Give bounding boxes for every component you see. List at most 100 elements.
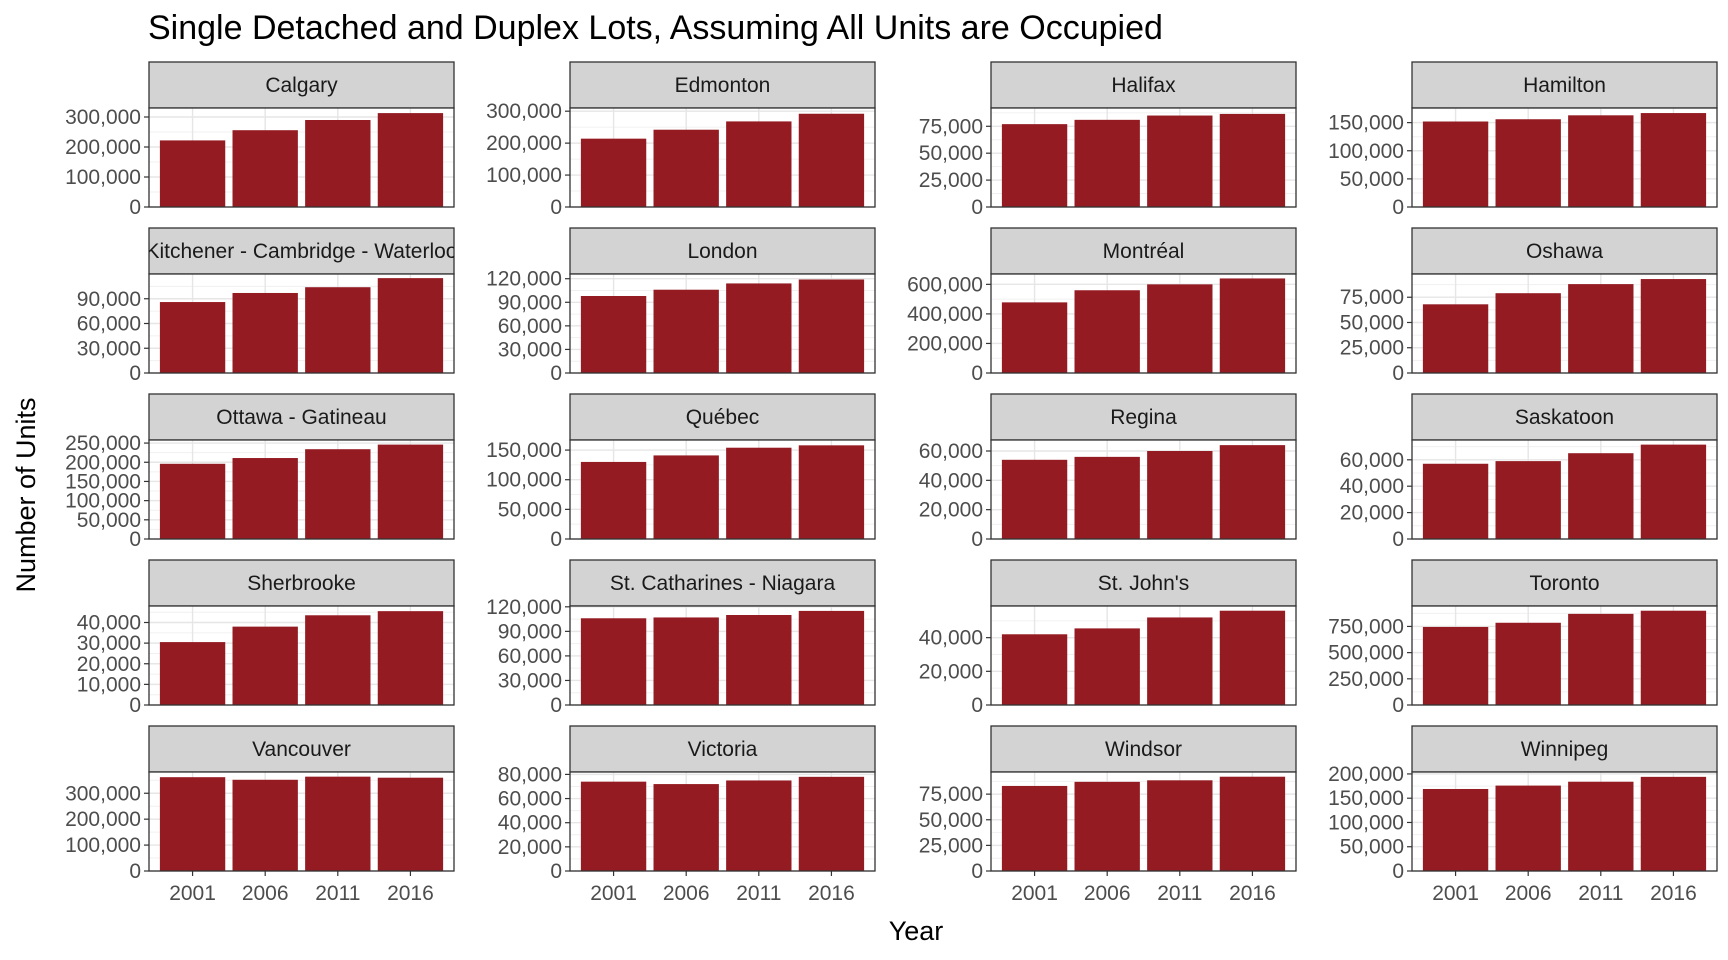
bar-saskatoon-2016 — [1640, 444, 1707, 539]
y-tick-label: 40,000 — [1340, 475, 1404, 498]
bar-kitchener-cambridge-waterloo-2006 — [232, 292, 298, 373]
x-tick-label: 2006 — [1084, 882, 1131, 905]
y-tick-label: 0 — [1392, 694, 1404, 717]
facet-strip — [569, 227, 876, 275]
x-tick-label: 2016 — [1229, 882, 1276, 905]
y-tick-label: 50,000 — [1340, 836, 1404, 859]
bar-st-john-s-2011 — [1147, 617, 1213, 705]
y-tick-label: 200,000 — [65, 451, 141, 474]
bar-halifax-2006 — [1074, 119, 1140, 207]
bar-ottawa-gatineau-2011 — [305, 449, 371, 539]
bar-regina-2001 — [1001, 459, 1068, 539]
panel-border — [569, 273, 876, 374]
facet-strip — [148, 559, 455, 607]
panel-st-john-s: St. John's 0 20,000 40,000 — [919, 559, 1297, 717]
facet-label: St. Catharines - Niagara — [610, 572, 836, 595]
bar-halifax-2011 — [1147, 115, 1213, 207]
bar-ottawa-gatineau-2016 — [377, 444, 444, 539]
bar-saskatoon-2001 — [1422, 463, 1489, 539]
y-tick-label: 100,000 — [65, 166, 141, 189]
panel-vancouver: Vancouver 0 100,000 200,000 300,000 2001 2006 2… — [65, 725, 455, 905]
bar-halifax-2001 — [1001, 124, 1068, 207]
panel-edmonton: Edmonton 0 100,000 200,000 300,000 — [486, 61, 876, 219]
facet-label: Sherbrooke — [247, 572, 356, 595]
bar-sherbrooke-2001 — [159, 642, 226, 705]
bar-st-catharines-niagara-2006 — [653, 617, 719, 705]
y-tick-label: 120,000 — [486, 268, 562, 291]
bar-sherbrooke-2011 — [305, 615, 371, 705]
bar-st-catharines-niagara-2011 — [726, 615, 792, 705]
y-tick-label: 250,000 — [1328, 668, 1404, 691]
y-tick-label: 80,000 — [498, 763, 562, 786]
bar-london-2006 — [653, 289, 719, 373]
y-tick-label: 0 — [129, 860, 141, 883]
bar-quebec-2006 — [653, 455, 719, 539]
facet-strip — [1411, 559, 1718, 607]
bar-sherbrooke-2006 — [232, 626, 298, 705]
bar-toronto-2001 — [1422, 626, 1489, 705]
facet-strip — [990, 725, 1297, 773]
y-tick-label: 30,000 — [498, 669, 562, 692]
panel-toronto: Toronto 0 250,000 500,000 750,000 — [1328, 559, 1718, 717]
bar-kitchener-cambridge-waterloo-2011 — [305, 287, 371, 373]
panel-halifax: Halifax 0 25,000 50,000 75,000 — [919, 61, 1297, 219]
y-tick-label: 0 — [129, 694, 141, 717]
y-tick-label: 0 — [971, 694, 983, 717]
bar-toronto-2016 — [1640, 610, 1707, 705]
bar-halifax-2016 — [1219, 113, 1286, 207]
facet-label: Oshawa — [1526, 240, 1603, 263]
bar-vancouver-2001 — [159, 777, 226, 871]
x-tick-label: 2001 — [1432, 882, 1479, 905]
x-tick-label: 2006 — [242, 882, 289, 905]
bar-sherbrooke-2016 — [377, 611, 444, 705]
y-tick-label: 100,000 — [65, 490, 141, 513]
facet-strip — [1411, 393, 1718, 441]
panel-border — [1411, 439, 1718, 540]
bar-montreal-2006 — [1074, 290, 1140, 373]
facet-label: Halifax — [1111, 74, 1176, 97]
bar-windsor-2001 — [1001, 785, 1068, 871]
y-tick-label: 0 — [550, 694, 562, 717]
facet-strip — [990, 227, 1297, 275]
facet-label: Winnipeg — [1521, 738, 1609, 761]
bar-vancouver-2011 — [305, 776, 371, 871]
x-tick-label: 2001 — [169, 882, 216, 905]
y-tick-label: 60,000 — [919, 440, 983, 463]
y-tick-label: 150,000 — [1328, 787, 1404, 810]
facet-label: Québec — [686, 406, 760, 429]
facet-label: St. John's — [1098, 572, 1190, 595]
y-tick-label: 60,000 — [498, 788, 562, 811]
bar-victoria-2011 — [726, 780, 792, 871]
y-tick-label: 0 — [550, 860, 562, 883]
panel-border — [148, 439, 455, 540]
y-tick-label: 0 — [550, 528, 562, 551]
x-tick-label: 2016 — [808, 882, 855, 905]
facet-label: London — [687, 240, 757, 263]
panel-border — [990, 273, 1297, 374]
bar-london-2001 — [580, 296, 647, 373]
facet-label: Ottawa - Gatineau — [216, 406, 386, 429]
y-tick-label: 0 — [971, 528, 983, 551]
y-tick-label: 50,000 — [1340, 168, 1404, 191]
panel-border — [1411, 771, 1718, 872]
y-tick-label: 40,000 — [498, 812, 562, 835]
bar-quebec-2001 — [580, 461, 647, 539]
bar-calgary-2006 — [232, 130, 298, 207]
y-tick-label: 60,000 — [498, 315, 562, 338]
facet-label: Kitchener - Cambridge - Waterloo — [145, 240, 457, 263]
y-tick-label: 20,000 — [919, 499, 983, 522]
panel-border — [569, 439, 876, 540]
bar-ottawa-gatineau-2006 — [232, 458, 298, 539]
y-tick-label: 200,000 — [486, 132, 562, 155]
facet-label: Vancouver — [252, 738, 351, 761]
y-tick-label: 50,000 — [919, 809, 983, 832]
facet-strip — [990, 559, 1297, 607]
bar-kitchener-cambridge-waterloo-2016 — [377, 278, 444, 373]
facet-strip — [1411, 61, 1718, 109]
y-tick-label: 60,000 — [77, 313, 141, 336]
y-tick-label: 0 — [129, 528, 141, 551]
